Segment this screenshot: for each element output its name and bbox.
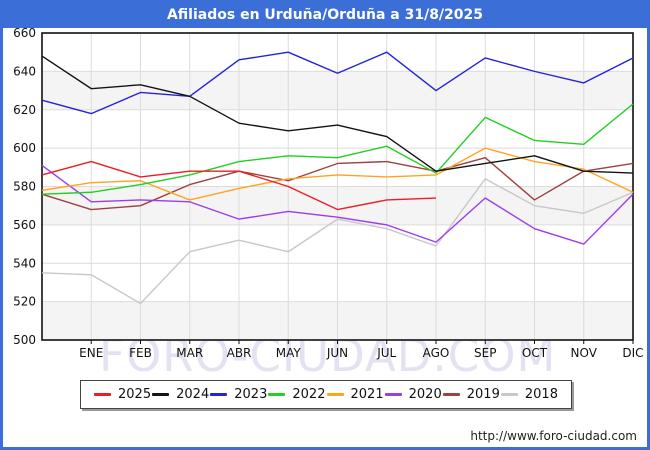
x-tick-label: DIC <box>622 346 643 360</box>
legend-item-2025[interactable]: 2025 <box>94 387 151 402</box>
legend-item-2021[interactable]: 2021 <box>326 387 384 402</box>
legend-label: 2020 <box>408 387 442 402</box>
legend-dash-icon <box>442 393 460 396</box>
series-line-2023 <box>41 51 634 115</box>
y-tick-label: 540 <box>13 256 36 270</box>
legend-dash-icon <box>152 393 170 396</box>
legend-dash-icon <box>500 393 518 396</box>
y-tick-label: 580 <box>13 180 36 194</box>
legend-dash-icon <box>94 393 111 396</box>
y-tick-label: 560 <box>13 218 36 232</box>
legend-label: 2024 <box>176 387 210 402</box>
x-tick-label: JUL <box>376 346 396 360</box>
legend-item-2020[interactable]: 2020 <box>384 387 442 402</box>
x-tick-label: MAY <box>276 346 302 360</box>
x-tick-label: FEB <box>129 346 152 360</box>
series-line-2024 <box>41 55 634 174</box>
x-tick-label: AGO <box>423 346 450 360</box>
legend-label: 2021 <box>350 387 384 402</box>
series-line-2020 <box>41 164 634 245</box>
legend-item-2023[interactable]: 2023 <box>210 387 267 402</box>
x-tick-label: JUN <box>326 346 348 360</box>
y-tick-label: 600 <box>13 141 36 155</box>
series-line-2018 <box>41 178 634 305</box>
legend-label: 2019 <box>466 387 500 402</box>
legend-label: 2022 <box>292 387 326 402</box>
legend-item-2022[interactable]: 2022 <box>268 387 325 402</box>
x-tick-label: MAR <box>176 346 203 360</box>
x-tick-label: ENE <box>79 346 103 360</box>
footer-url: http://www.foro-ciudad.com <box>470 429 637 443</box>
legend-item-2018[interactable]: 2018 <box>500 387 558 402</box>
y-tick-label: 500 <box>13 333 36 347</box>
y-tick-label: 620 <box>13 103 36 117</box>
legend-dash-icon <box>268 393 286 396</box>
series-line-2021 <box>41 147 634 201</box>
series-line-2019 <box>41 157 634 211</box>
legend-dash-icon <box>210 393 228 396</box>
x-tick-label: ABR <box>227 346 252 360</box>
legend-dash-icon <box>384 393 402 396</box>
series-line-2022 <box>41 103 634 195</box>
legend-dash-icon <box>326 393 344 396</box>
y-tick-label: 520 <box>13 295 36 309</box>
legend-item-2019[interactable]: 2019 <box>442 387 500 402</box>
series-line-2025 <box>41 160 437 211</box>
chart-title: Afiliados en Urduña/Orduña a 31/8/2025 <box>3 3 647 28</box>
x-tick-label: SEP <box>474 346 496 360</box>
chart-canvas: 500 520 540 560 580 600 620 640 660 ENE FEB MAR ABR M… <box>13 26 643 360</box>
legend-label: 2025 <box>118 387 152 402</box>
legend-item-2024[interactable]: 2024 <box>152 387 209 402</box>
x-tick-label: OCT <box>522 346 548 360</box>
x-tick-label: NOV <box>571 346 598 360</box>
y-tick-label: 660 <box>13 26 36 40</box>
legend-label: 2018 <box>524 387 558 402</box>
y-tick-label: 640 <box>13 64 36 78</box>
legend-label: 2023 <box>234 387 268 402</box>
legend: 2025 2024 2023 2022 2021 2020 2019 2018 <box>80 380 572 409</box>
